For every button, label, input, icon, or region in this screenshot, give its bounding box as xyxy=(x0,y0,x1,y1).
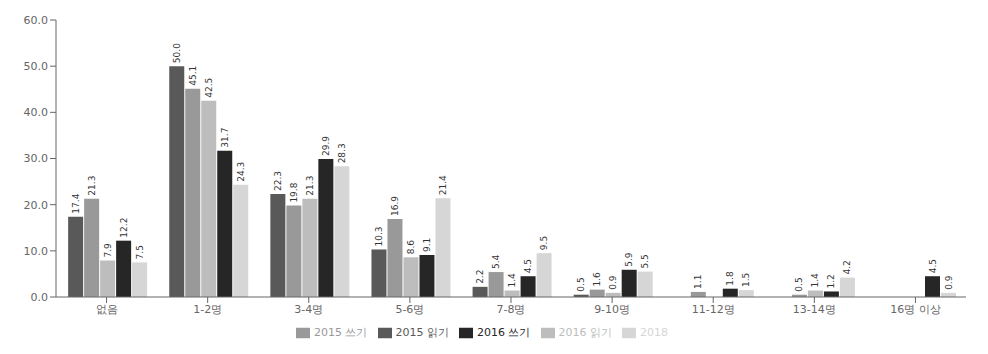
svg-text:4.5: 4.5 xyxy=(523,259,533,273)
svg-text:30.0: 30.0 xyxy=(24,152,49,165)
html-text:2018: 2018 xyxy=(640,326,668,339)
svg-text:5.9: 5.9 xyxy=(624,252,634,267)
svg-text:1.4: 1.4 xyxy=(810,273,820,288)
svg-text:10.3: 10.3 xyxy=(374,226,384,246)
svg-text:없음: 없음 xyxy=(96,303,118,316)
svg-text:7-8명: 7-8명 xyxy=(497,303,526,316)
svg-text:4.2: 4.2 xyxy=(842,260,852,274)
html-text:2016 쓰기: 2016 쓰기 xyxy=(477,326,531,339)
svg-text:13-14명: 13-14명 xyxy=(793,303,836,316)
svg-text:40.0: 40.0 xyxy=(24,106,49,119)
svg-text:29.9: 29.9 xyxy=(321,136,331,156)
svg-text:7.9: 7.9 xyxy=(103,243,113,258)
svg-text:50.0: 50.0 xyxy=(24,60,49,73)
svg-text:11-12명: 11-12명 xyxy=(692,303,735,316)
svg-text:16.9: 16.9 xyxy=(390,196,400,216)
svg-text:19.8: 19.8 xyxy=(289,182,299,202)
html-text:2015 쓰기: 2015 쓰기 xyxy=(314,326,368,339)
html-text:2015 읽기: 2015 읽기 xyxy=(395,326,449,339)
svg-text:9-10명: 9-10명 xyxy=(594,303,630,316)
svg-text:21.3: 21.3 xyxy=(305,176,315,196)
svg-text:17.4: 17.4 xyxy=(71,193,81,213)
html-text:2016 읽기: 2016 읽기 xyxy=(558,326,612,339)
svg-text:9.1: 9.1 xyxy=(422,238,432,252)
svg-text:1.5: 1.5 xyxy=(741,273,751,287)
svg-text:12.2: 12.2 xyxy=(119,218,129,238)
svg-text:60.0: 60.0 xyxy=(24,14,49,27)
svg-text:0.9: 0.9 xyxy=(944,275,954,290)
svg-text:45.1: 45.1 xyxy=(188,66,198,86)
svg-text:21.4: 21.4 xyxy=(438,175,448,195)
svg-text:2.2: 2.2 xyxy=(475,270,485,284)
svg-text:9.5: 9.5 xyxy=(539,236,549,250)
svg-text:4.5: 4.5 xyxy=(928,259,938,273)
svg-text:1-2명: 1-2명 xyxy=(193,303,222,316)
svg-text:22.3: 22.3 xyxy=(273,171,283,191)
svg-text:31.7: 31.7 xyxy=(220,128,230,148)
svg-text:1.1: 1.1 xyxy=(693,275,703,289)
svg-text:50.0: 50.0 xyxy=(172,43,182,63)
svg-text:0.0: 0.0 xyxy=(31,291,49,304)
svg-text:1.4: 1.4 xyxy=(507,273,517,288)
svg-text:10.0: 10.0 xyxy=(24,245,49,258)
svg-text:1.6: 1.6 xyxy=(592,272,602,287)
svg-text:16명 이상: 16명 이상 xyxy=(890,303,941,316)
svg-text:1.2: 1.2 xyxy=(826,274,836,288)
svg-text:0.5: 0.5 xyxy=(576,277,586,291)
svg-text:7.5: 7.5 xyxy=(135,245,145,259)
svg-text:1.8: 1.8 xyxy=(725,271,735,286)
svg-text:0.5: 0.5 xyxy=(794,277,804,291)
svg-text:3-4명: 3-4명 xyxy=(294,303,323,316)
svg-text:24.3: 24.3 xyxy=(236,162,246,182)
svg-text:5.4: 5.4 xyxy=(491,254,501,269)
svg-text:42.5: 42.5 xyxy=(204,78,214,98)
svg-text:21.3: 21.3 xyxy=(87,176,97,196)
svg-text:5-6명: 5-6명 xyxy=(395,303,424,316)
svg-text:0.9: 0.9 xyxy=(608,275,618,290)
svg-text:5.5: 5.5 xyxy=(640,254,650,268)
svg-text:8.6: 8.6 xyxy=(406,240,416,255)
svg-text:28.3: 28.3 xyxy=(337,143,347,163)
svg-text:20.0: 20.0 xyxy=(24,199,49,212)
